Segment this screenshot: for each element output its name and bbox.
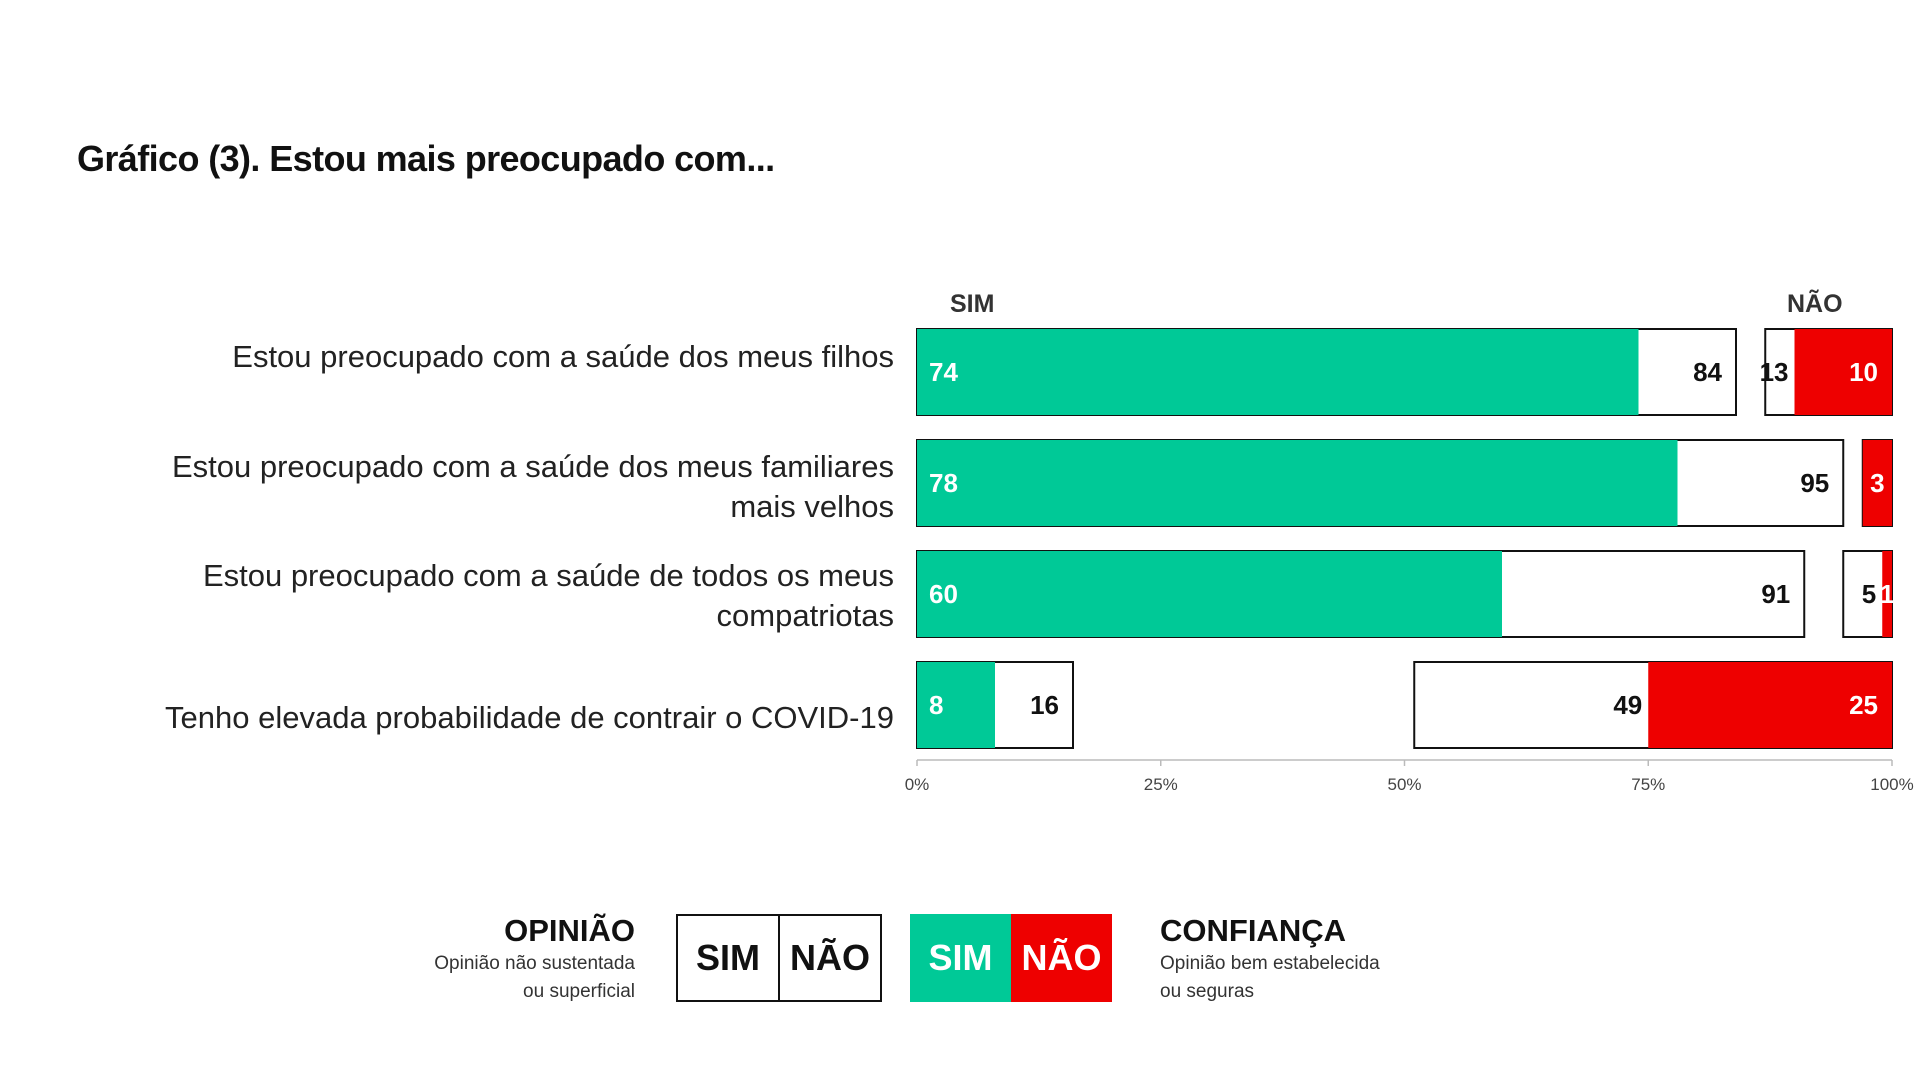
legend-confianca-desc: Opinião bem estabelecida: [1160, 953, 1380, 974]
legend-opiniao-sim-swatch: SIM: [676, 914, 779, 1002]
column-header-nao: NÃO: [1787, 290, 1843, 318]
data-label-nao-confianca: 10: [1849, 357, 1878, 387]
data-label-nao-confianca: 3: [1870, 468, 1884, 498]
page-title: Gráfico (3). Estou mais preocupado com..…: [77, 138, 775, 179]
data-label-sim-total: 91: [1761, 579, 1790, 609]
bar-sim-confianca: [917, 662, 995, 748]
data-label-nao-total: 49: [1613, 690, 1642, 720]
x-tick-label: 25%: [1144, 775, 1178, 794]
data-label-sim-total: 95: [1800, 468, 1829, 498]
x-tick-label: 0%: [905, 775, 930, 794]
data-label-nao-confianca: 1: [1880, 579, 1894, 609]
x-tick-label: 50%: [1387, 775, 1421, 794]
data-label-sim-total: 84: [1693, 357, 1722, 387]
row-label-line: Estou preocupado com a saúde dos meus fi…: [232, 339, 894, 374]
row-label-line: mais velhos: [730, 489, 894, 524]
bar-nao-confianca: [1794, 329, 1892, 415]
legend-confianca: CONFIANÇA Opinião bem estabelecida ou se…: [1160, 912, 1380, 1006]
legend-confianca-title: CONFIANÇA: [1160, 913, 1346, 948]
row-label-line: Estou preocupado com a saúde de todos os…: [202, 558, 894, 593]
bar-nao-confianca: [1862, 440, 1892, 526]
stacked-bar-chart: 74 84 13 10 78 95 3 60 91 5 1 8 16 49 25 0% 25% 50% 75% 100…: [905, 328, 1914, 794]
row-label-familiares: Estou preocupado com a saúde dos meus fa…: [172, 447, 894, 527]
legend-confianca-nao-swatch: NÃO: [1011, 914, 1112, 1002]
data-label-sim-confianca: 8: [929, 690, 943, 720]
data-label-sim-confianca: 60: [929, 579, 958, 609]
bar-nao-confianca: [1882, 551, 1892, 637]
row-label-line: Tenho elevada probabilidade de contrair …: [165, 700, 894, 735]
data-label-sim-total: 16: [1030, 690, 1059, 720]
legend-opiniao-desc: ou superficial: [523, 981, 635, 1002]
row-label-covid: Tenho elevada probabilidade de contrair …: [165, 698, 894, 738]
legend-opiniao-nao-swatch: NÃO: [779, 914, 882, 1002]
row-label-line: compatriotas: [716, 598, 894, 633]
legend-opiniao-title: OPINIÃO: [504, 913, 635, 948]
legend-opiniao-desc: Opinião não sustentada: [434, 953, 635, 974]
legend-opiniao: OPINIÃO Opinião não sustentada ou superf…: [434, 912, 635, 1006]
legend-confianca-sim-swatch: SIM: [910, 914, 1011, 1002]
bar-sim-confianca: [917, 440, 1678, 526]
x-tick-label: 75%: [1631, 775, 1665, 794]
data-label-sim-confianca: 74: [929, 357, 958, 387]
x-tick-label: 100%: [1870, 775, 1913, 794]
column-header-sim: SIM: [950, 290, 995, 318]
row-label-line: Estou preocupado com a saúde dos meus fa…: [171, 449, 894, 484]
data-label-nao-confianca: 25: [1849, 690, 1878, 720]
data-label-nao-total: 13: [1760, 357, 1789, 387]
bar-sim-confianca: [917, 329, 1639, 415]
data-label-sim-confianca: 78: [929, 468, 958, 498]
row-label-filhos: Estou preocupado com a saúde dos meus fi…: [232, 337, 894, 377]
legend-confianca-desc: ou seguras: [1160, 981, 1255, 1002]
bar-sim-confianca: [917, 551, 1502, 637]
row-label-compatriotas: Estou preocupado com a saúde de todos os…: [203, 556, 894, 636]
data-label-nao-total: 5: [1862, 579, 1876, 609]
bar-nao-confianca: [1648, 662, 1892, 748]
